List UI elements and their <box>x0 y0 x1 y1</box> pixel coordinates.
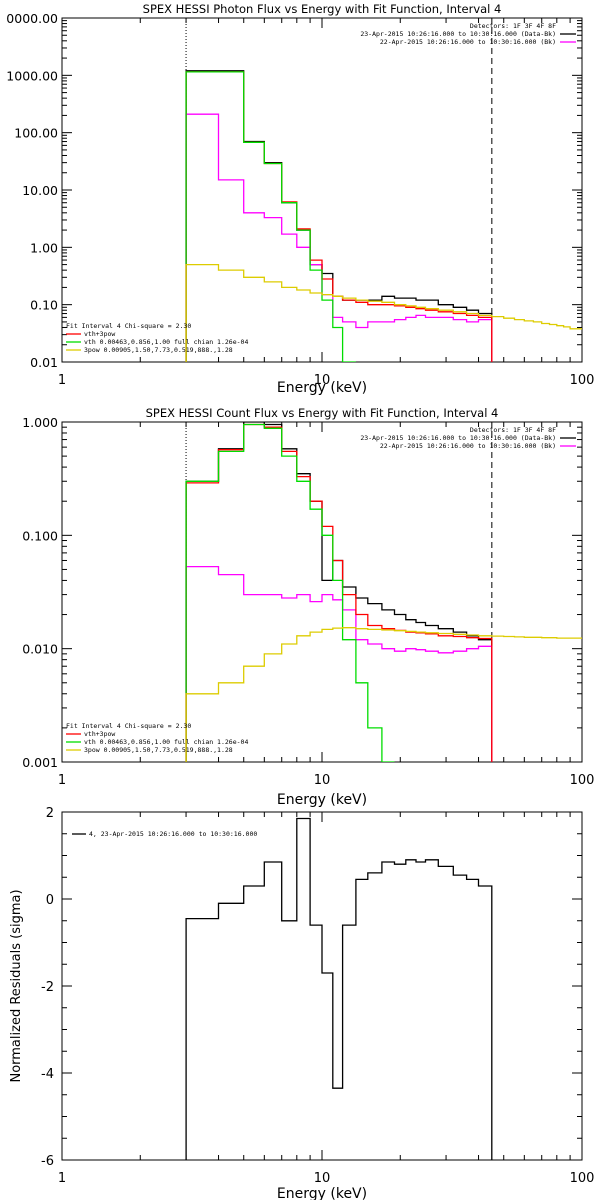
legend-entry: 22-Apr-2015 10:26:16.000 to 10:30:16.000… <box>380 38 556 46</box>
legend-entry: vth+3pow <box>84 730 115 738</box>
x-tick-label: 1 <box>58 1171 66 1186</box>
x-axis: 1 10 100 Energy (keV) <box>58 18 595 396</box>
legend-entry: vth 0.00463,0.856,1.00 full chian 1.26e-… <box>84 738 248 746</box>
y-tick-label: 1.00 <box>30 240 58 255</box>
y-tick-label: 0.001 <box>22 755 58 770</box>
chart-photon-flux: SPEX HESSI Photon Flux vs Energy with Fi… <box>6 2 594 396</box>
series-vth-3pow <box>185 71 493 362</box>
x-tick-label: 100 <box>570 373 595 388</box>
series-vth <box>185 71 356 362</box>
y-tick-label: 1000.00 <box>6 68 58 83</box>
series-group <box>185 422 582 762</box>
y-tick-label: 100.00 <box>14 126 58 141</box>
y-axis-label: Normalized Residuals (sigma) <box>9 889 24 1082</box>
series-4-23-apr-2015-10-26-16-000-to-10-30-16-000 <box>185 817 493 1160</box>
series-3pow <box>185 627 582 762</box>
x-axis-label: Energy (keV) <box>277 380 367 396</box>
legend-entry: Fit Interval 4 Chi-square = 2.30 <box>66 722 191 730</box>
y-tick-label: 0.010 <box>22 642 58 657</box>
legend-entry: 23-Apr-2015 10:26:16.000 to 10:30:16.000… <box>360 30 556 38</box>
legend-bottom-left: Fit Interval 4 Chi-square = 2.30vth+3pow… <box>66 322 248 354</box>
x-tick-label: 10 <box>314 1171 331 1186</box>
legend-entry: vth 0.00463,0.856,1.00 full chian 1.26e-… <box>84 338 248 346</box>
y-tick-label: -6 <box>41 1154 54 1169</box>
y-axis: 0.001 0.010 0.100 1.000 <box>22 415 582 770</box>
series-3pow <box>185 263 582 362</box>
legend-entry: Detectors: 1F 3F 4F 8F <box>470 426 556 434</box>
y-tick-label: 2 <box>46 806 54 821</box>
x-axis-label: Energy (keV) <box>277 792 367 808</box>
series-bk <box>185 113 493 362</box>
legend-bottom-left: Fit Interval 4 Chi-square = 2.30vth+3pow… <box>66 722 248 754</box>
series-vth <box>185 423 395 762</box>
series-bk <box>185 565 493 762</box>
y-tick-label: 1.000 <box>22 415 58 430</box>
y-tick-label: -4 <box>41 1067 54 1082</box>
legend-entry: 4, 23-Apr-2015 10:26:16.000 to 10:30:16.… <box>89 830 257 838</box>
x-tick-label: 1 <box>58 373 66 388</box>
legend-entry: vth+3pow <box>84 330 115 338</box>
legend-entry: 3pow 0.00905,1.50,7.73,0.519,888.,1.28 <box>84 346 233 354</box>
plot-frame <box>61 17 583 363</box>
y-tick-label: 0.100 <box>22 528 58 543</box>
series-data-bk <box>185 70 493 362</box>
legend-entry: 3pow 0.00905,1.50,7.73,0.519,888.,1.28 <box>84 746 233 754</box>
series-group <box>185 70 582 362</box>
series-vth-3pow <box>185 423 493 762</box>
x-axis: 1 10 100 Energy (keV) <box>58 422 595 808</box>
y-axis: 0.01 0.10 1.00 10.00 100.00 1000.00 0000.00 <box>6 11 582 370</box>
chart-count-flux: SPEX HESSI Count Flux vs Energy with Fit… <box>22 406 594 808</box>
y-tick-label: 10.00 <box>22 183 58 198</box>
x-tick-label: 1 <box>58 773 66 788</box>
legend-entry: 22-Apr-2015 10:26:16.000 to 10:30:16.000… <box>380 442 556 450</box>
x-tick-label: 100 <box>570 773 595 788</box>
x-axis-label: Energy (keV) <box>277 1186 367 1200</box>
x-tick-label: 10 <box>314 373 331 388</box>
plot-frame <box>61 421 583 763</box>
chart-residuals: 1 10 100 Energy (keV) 2 0 -2 -4 -6 Normalized Res… <box>9 806 594 1200</box>
series-data-bk <box>185 422 493 762</box>
y-tick-label: 0.01 <box>30 355 58 370</box>
y-tick-label: 0000.00 <box>6 11 58 26</box>
y-axis: 2 0 -2 -4 -6 Normalized Residuals (sigma) <box>9 806 582 1169</box>
plot-frame <box>61 811 583 1161</box>
y-tick-label: -2 <box>41 980 54 995</box>
legend-top-left: 4, 23-Apr-2015 10:26:16.000 to 10:30:16.… <box>72 830 257 838</box>
chart-title: SPEX HESSI Count Flux vs Energy with Fit… <box>146 406 499 420</box>
y-tick-label: 0 <box>46 893 54 908</box>
y-tick-label: 0.10 <box>30 298 58 313</box>
x-tick-label: 10 <box>314 773 331 788</box>
legend-entry: Fit Interval 4 Chi-square = 2.30 <box>66 322 191 330</box>
chart-title: SPEX HESSI Photon Flux vs Energy with Fi… <box>143 2 502 16</box>
series-group <box>185 817 493 1160</box>
x-axis: 1 10 100 Energy (keV) <box>58 812 595 1200</box>
legend-entry: Detectors: 1F 3F 4F 8F <box>470 22 556 30</box>
legend-entry: 23-Apr-2015 10:26:16.000 to 10:30:16.000… <box>360 434 556 442</box>
x-tick-label: 100 <box>570 1171 595 1186</box>
